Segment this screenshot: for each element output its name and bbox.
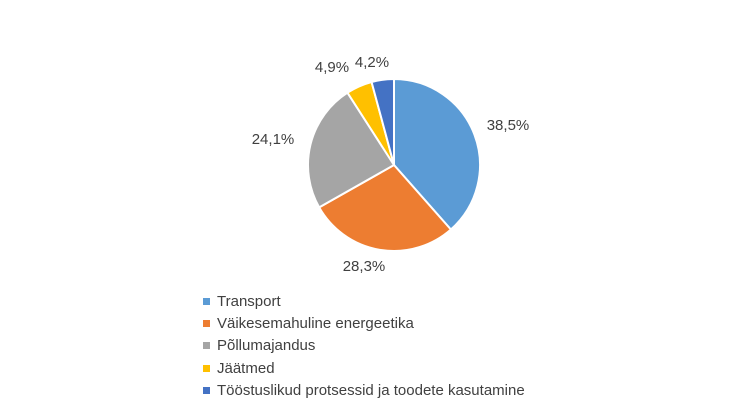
- legend-label: Põllumajandus: [217, 337, 316, 355]
- legend-swatch: [203, 297, 210, 305]
- data-label-jaatmed: 4,9%: [315, 59, 349, 76]
- pie-slice-pollumajandus: [307, 91, 396, 209]
- legend-swatch: [203, 364, 210, 372]
- legend-item-pollumajandus: Põllumajandus: [203, 335, 525, 357]
- legend-swatch: [203, 342, 210, 350]
- legend-label: Väikesemahuline energeetika: [217, 315, 414, 333]
- data-label-transport: 38,5%: [487, 117, 530, 134]
- legend-item-energeetika: Väikesemahuline energeetika: [203, 312, 525, 334]
- legend-item-toostus: Tööstuslikud protsessid ja toodete kasut…: [203, 380, 525, 402]
- pie-slice-transport: [393, 77, 481, 231]
- legend-label: Tööstuslikud protsessid ja toodete kasut…: [217, 382, 525, 400]
- legend: Transport Väikesemahuline energeetika Põ…: [203, 290, 525, 402]
- data-label-energeetika: 28,3%: [343, 258, 386, 275]
- legend-label: Transport: [217, 292, 281, 310]
- data-label-pollumajandus: 24,1%: [252, 131, 295, 148]
- legend-swatch: [203, 320, 210, 328]
- pie-slice-toostus: [370, 77, 395, 166]
- legend-item-transport: Transport: [203, 290, 525, 312]
- pie-slice-energeetika: [317, 163, 453, 252]
- legend-label: Jäätmed: [217, 359, 275, 377]
- legend-item-jaatmed: Jäätmed: [203, 357, 525, 379]
- legend-swatch: [203, 387, 210, 395]
- data-label-toostus: 4,2%: [355, 54, 389, 71]
